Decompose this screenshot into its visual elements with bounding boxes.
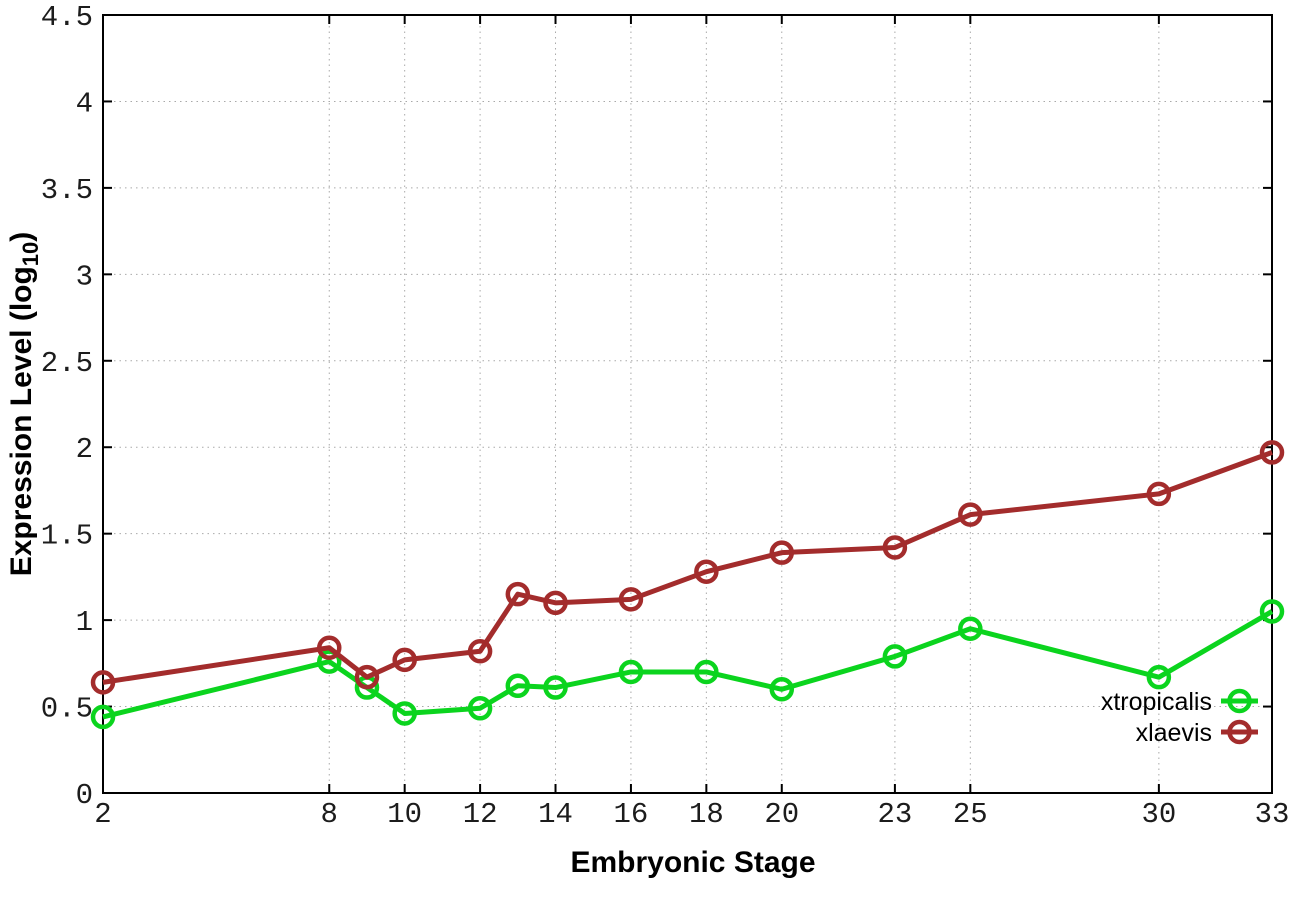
data-point-xtropicalis	[1259, 599, 1285, 624]
y-tick-label: 0.5	[41, 693, 93, 726]
data-point-xtropicalis	[882, 644, 908, 669]
legend-item-xtropicalis: xtropicalis	[1101, 688, 1258, 716]
x-tick-label: 12	[463, 798, 498, 831]
data-point-xlaevis	[505, 581, 531, 607]
data-point-xlaevis	[392, 647, 417, 673]
data-point-xlaevis	[467, 638, 493, 664]
data-point-xtropicalis	[90, 704, 116, 730]
data-point-xlaevis	[618, 587, 644, 612]
data-point-xtropicalis	[467, 696, 493, 721]
data-point-xtropicalis	[543, 675, 568, 700]
x-tick-label: 2	[94, 798, 111, 831]
data-point-xlaevis	[1259, 440, 1285, 465]
legend: xtropicalis xlaevis	[1101, 688, 1258, 747]
series-line-xtropicalis	[102, 609, 1274, 720]
data-point-xlaevis	[354, 664, 380, 690]
data-point-xtropicalis	[694, 659, 719, 685]
y-tick-label: 1.5	[41, 520, 93, 553]
data-point-xtropicalis	[505, 673, 531, 699]
y-tick-label: 2	[76, 433, 93, 466]
series-layer	[90, 440, 1285, 730]
y-tick-label: 4	[76, 87, 93, 120]
plot-border	[102, 14, 1273, 794]
data-point-xtropicalis	[1146, 664, 1172, 690]
y-tick-labels: 0 0.5 1 1.5 2 2.5 3 3.5 4 4.5	[41, 1, 93, 812]
y-axis-title: Expression Level (log10)	[5, 232, 43, 577]
x-tick-label: 10	[387, 798, 422, 831]
data-point-xlaevis	[317, 635, 342, 661]
data-point-xtropicalis	[769, 677, 795, 702]
data-point-xlaevis	[1146, 481, 1172, 507]
legend-item-xlaevis: xlaevis	[1136, 719, 1258, 747]
x-axis-title: Embryonic Stage	[570, 846, 815, 879]
data-point-xlaevis	[882, 535, 908, 560]
data-point-xtropicalis	[317, 649, 342, 674]
x-tick-label: 23	[877, 798, 912, 831]
data-point-xtropicalis	[618, 659, 644, 685]
data-point-xlaevis	[90, 670, 116, 695]
data-point-xlaevis	[543, 590, 568, 616]
legend-marker-icon	[1227, 688, 1252, 714]
y-tick-label: 1	[76, 606, 93, 639]
y-tick-label: 4.5	[41, 1, 93, 34]
x-tick-label: 8	[321, 798, 338, 831]
data-point-xlaevis	[769, 540, 795, 565]
x-tick-label: 25	[953, 798, 988, 831]
x-tick-label: 30	[1141, 798, 1176, 831]
legend-label: xlaevis	[1136, 719, 1212, 747]
legend-label: xtropicalis	[1101, 688, 1212, 716]
x-tick-label: 16	[614, 798, 649, 831]
x-tick-label: 18	[689, 798, 724, 831]
x-tick-label: 14	[538, 798, 573, 831]
data-point-xlaevis	[958, 502, 983, 527]
data-point-xtropicalis	[392, 701, 417, 726]
x-tick-labels: 2 8 10 12 14 16 18 20 23 25 30 33	[94, 798, 1289, 831]
x-tick-label: 33	[1255, 798, 1290, 831]
series-line-xlaevis	[102, 450, 1273, 685]
y-tick-label: 3	[76, 260, 93, 293]
y-tick-label: 0	[76, 779, 93, 812]
x-tick-label: 20	[764, 798, 799, 831]
legend-marker-icon	[1227, 719, 1252, 745]
y-tick-label: 2.5	[41, 347, 93, 380]
data-point-xtropicalis	[958, 616, 983, 642]
y-tick-label: 3.5	[41, 174, 93, 207]
data-point-xlaevis	[694, 559, 719, 584]
